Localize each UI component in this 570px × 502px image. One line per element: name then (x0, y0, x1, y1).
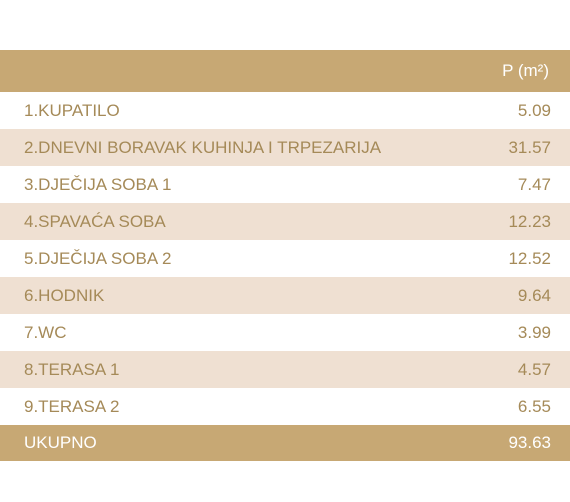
table-total-row: UKUPNO 93.63 (0, 425, 570, 461)
room-name: 8.TERASA 1 (24, 360, 120, 379)
table-row: 7.WC 3.99 (0, 314, 570, 351)
table-row: 2.DNEVNI BORAVAK KUHINJA I TRPEZARIJA 31… (0, 129, 570, 166)
table-row: 8.TERASA 1 4.57 (0, 351, 570, 388)
total-label: UKUPNO (24, 433, 97, 452)
table-row: 5.DJEČIJA SOBA 2 12.52 (0, 240, 570, 277)
room-name: 2.DNEVNI BORAVAK KUHINJA I TRPEZARIJA (24, 138, 382, 157)
table-row: 3.DJEČIJA SOBA 1 7.47 (0, 166, 570, 203)
room-area: 4.57 (517, 360, 551, 379)
room-area: 5.09 (517, 101, 551, 120)
room-area: 12.52 (508, 249, 551, 268)
table-header: P (m²) (0, 50, 570, 92)
room-area: 7.47 (517, 175, 551, 194)
room-name: 4.SPAVAĆA SOBA (24, 212, 166, 231)
room-name: 3.DJEČIJA SOBA 1 (24, 175, 172, 194)
room-name: 6.HODNIK (24, 286, 105, 305)
room-name: 1.KUPATILO (24, 101, 120, 120)
area-table: P (m²) 1.KUPATILO 5.09 2.DNEVNI BORAVAK … (0, 50, 570, 461)
table-row: 4.SPAVAĆA SOBA 12.23 (0, 203, 570, 240)
room-name: 5.DJEČIJA SOBA 2 (24, 249, 172, 268)
table-row: 1.KUPATILO 5.09 (0, 92, 570, 129)
total-area: 93.63 (508, 433, 551, 452)
room-area: 6.55 (517, 397, 551, 416)
table-row: 9.TERASA 2 6.55 (0, 388, 570, 425)
area-column-header: P (m²) (502, 61, 549, 80)
room-area: 9.64 (517, 286, 551, 305)
table-row: 6.HODNIK 9.64 (0, 277, 570, 314)
room-area: 12.23 (508, 212, 551, 231)
room-name: 9.TERASA 2 (24, 397, 120, 416)
room-area: 3.99 (517, 323, 551, 342)
room-name: 7.WC (24, 323, 67, 342)
room-area: 31.57 (508, 138, 551, 157)
